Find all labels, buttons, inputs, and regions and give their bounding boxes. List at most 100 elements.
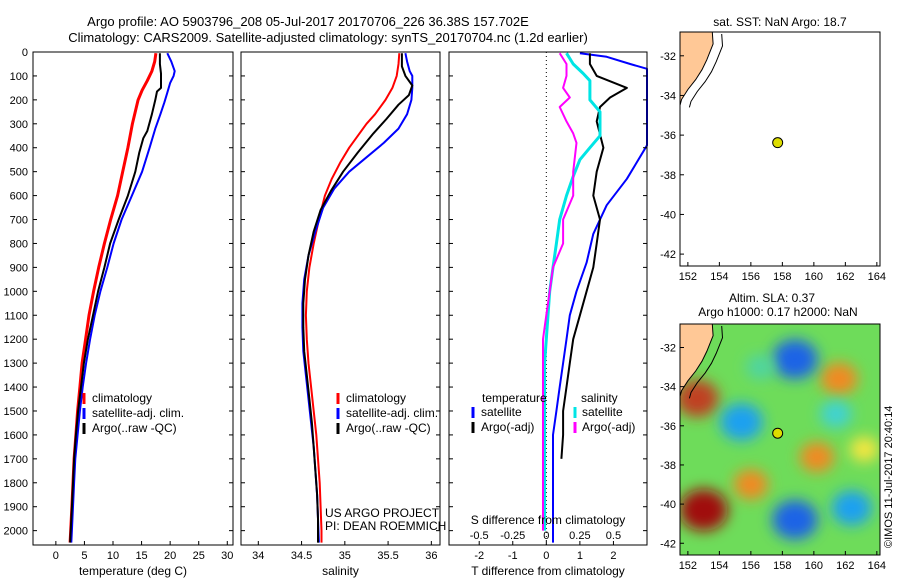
sla-anomaly-11 bbox=[745, 354, 775, 380]
sdiff-tick-label: 0 bbox=[543, 530, 549, 542]
difference-xtick-label: -2 bbox=[474, 550, 484, 562]
depth-tick-label: 200 bbox=[10, 95, 28, 107]
sst-map-shelf-contour bbox=[688, 33, 724, 108]
salinity-legend-label: climatology bbox=[346, 391, 406, 405]
legend-header-salinity: salinity bbox=[581, 391, 618, 405]
sla-map-xtick-label: 162 bbox=[836, 560, 854, 572]
figure-title-line2: Climatology: CARS2009. Satellite-adjuste… bbox=[68, 30, 588, 45]
depth-tick-label: 800 bbox=[10, 238, 28, 250]
depth-tick-label: 100 bbox=[10, 71, 28, 83]
salinity-xtick-label: 35 bbox=[339, 550, 351, 562]
sla-anomaly-7 bbox=[720, 403, 763, 441]
depth-tick-label: 1400 bbox=[4, 382, 28, 394]
sdiff-tick-label: -0.5 bbox=[470, 530, 489, 542]
sla-map-land bbox=[680, 324, 714, 397]
temperature-xtick-label: 10 bbox=[107, 550, 119, 562]
sla-map-ytick-label: -38 bbox=[660, 460, 676, 472]
sst-map-xtick-label: 162 bbox=[836, 271, 854, 283]
sla-map-xtick-label: 164 bbox=[868, 560, 886, 572]
temperature-xlabel: temperature (deg C) bbox=[79, 564, 187, 578]
depth-tick-label: 1700 bbox=[4, 454, 28, 466]
depth-tick-label: 1200 bbox=[4, 334, 28, 346]
difference-legend-label: satellite bbox=[481, 405, 522, 419]
salinity-xlabel: salinity bbox=[322, 564, 359, 578]
temperature-xtick-label: 20 bbox=[164, 550, 176, 562]
difference-xtick-label: 0 bbox=[543, 550, 549, 562]
sst-map-xtick-label: 160 bbox=[805, 271, 823, 283]
sla-map-xtick-label: 160 bbox=[805, 560, 823, 572]
sst-map-title: sat. SST: NaN Argo: 18.7 bbox=[713, 15, 847, 29]
sst-map-frame bbox=[679, 31, 881, 267]
depth-tick-label: 0 bbox=[22, 47, 28, 59]
depth-tick-label: 1500 bbox=[4, 406, 28, 418]
depth-tick-label: 2000 bbox=[4, 526, 28, 538]
difference-legend-label: Argo(-adj) bbox=[481, 420, 534, 434]
depth-tick-label: 300 bbox=[10, 119, 28, 131]
sla-anomaly-2 bbox=[820, 362, 858, 396]
salinity-xtick-label: 35.5 bbox=[377, 550, 398, 562]
sla-map-ytick-label: -36 bbox=[660, 421, 676, 433]
difference-legend-label: satellite bbox=[582, 405, 623, 419]
sla-map-xtick-label: 156 bbox=[742, 560, 760, 572]
salinity-legend-label: Argo(..raw -QC) bbox=[346, 421, 431, 435]
temperature-legend-label: climatology bbox=[92, 391, 152, 405]
difference-xtick-label: -1 bbox=[508, 550, 518, 562]
sst-map-ytick-label: -32 bbox=[660, 51, 676, 63]
sst-map-plot-area bbox=[680, 32, 880, 266]
sla-anomaly-9 bbox=[831, 490, 872, 526]
legend-header-temperature: temperature bbox=[482, 391, 547, 405]
sla-anomaly-10 bbox=[820, 400, 852, 428]
depth-tick-label: 900 bbox=[10, 262, 28, 274]
sla-anomaly-8 bbox=[772, 499, 818, 540]
temperature-xtick-label: 30 bbox=[221, 550, 233, 562]
sst-map-xtick-label: 156 bbox=[742, 271, 760, 283]
depth-tick-label: 1800 bbox=[4, 478, 28, 490]
salinity-xtick-label: 34.5 bbox=[291, 550, 312, 562]
depth-tick-label: 1600 bbox=[4, 430, 28, 442]
sla-map-ytick-label: -32 bbox=[660, 342, 676, 354]
salinity-xtick-label: 36 bbox=[425, 550, 437, 562]
difference-xtick-label: 1 bbox=[577, 550, 583, 562]
difference-legend-label: Argo(-adj) bbox=[582, 420, 635, 434]
sla-map-subtitle: Argo h1000: 0.17 h2000: NaN bbox=[698, 305, 857, 319]
sst-map-xtick-label: 152 bbox=[679, 271, 697, 283]
sdiff-axis-label: S difference from climatology bbox=[471, 513, 626, 527]
sla-anomaly-5 bbox=[849, 436, 879, 462]
sla-anomaly-6 bbox=[772, 339, 818, 380]
sla-map-ytick-label: -40 bbox=[660, 499, 676, 511]
sst-map-xtick-label: 154 bbox=[710, 271, 728, 283]
sla-map-xtick-label: 158 bbox=[773, 560, 791, 572]
sla-map-frame bbox=[679, 323, 881, 556]
difference-series-1 bbox=[560, 53, 628, 459]
difference-series-2 bbox=[543, 52, 602, 531]
sst-map-xtick-label: 158 bbox=[773, 271, 791, 283]
sla-anomaly-4 bbox=[799, 442, 835, 473]
sst-map-ytick-label: -40 bbox=[660, 209, 676, 221]
depth-tick-label: 1000 bbox=[4, 286, 28, 298]
depth-tick-label: 600 bbox=[10, 191, 28, 203]
salinity-series-2 bbox=[302, 53, 414, 543]
sla-map-xtick-label: 152 bbox=[679, 560, 697, 572]
salinity-frame bbox=[240, 51, 441, 546]
temperature-series-1 bbox=[70, 52, 176, 543]
depth-tick-label: 700 bbox=[10, 215, 28, 227]
sst-background bbox=[680, 32, 880, 266]
sla-anomaly-0 bbox=[680, 488, 728, 531]
difference-xlabel: T difference from climatology bbox=[471, 564, 625, 578]
temperature-xtick-label: 5 bbox=[81, 550, 87, 562]
sla-map-float-marker bbox=[772, 427, 784, 439]
sla-map-ytick-label: -42 bbox=[660, 538, 676, 550]
temperature-xtick-label: 25 bbox=[193, 550, 205, 562]
salinity-series-0 bbox=[304, 53, 401, 543]
temperature-legend-label: satellite-adj. clim. bbox=[92, 406, 184, 420]
difference-frame bbox=[448, 51, 648, 546]
sdiff-tick-label: -0.25 bbox=[500, 530, 525, 542]
sla-anomaly-1 bbox=[680, 379, 719, 417]
sst-map-land bbox=[680, 32, 714, 106]
sst-map-xtick-label: 164 bbox=[868, 271, 886, 283]
sla-anomaly-3 bbox=[733, 469, 769, 500]
figure-title-line1: Argo profile: AO 5903796_208 05-Jul-2017… bbox=[87, 14, 529, 29]
sdiff-tick-label: 0.25 bbox=[569, 530, 590, 542]
temperature-series-2 bbox=[69, 53, 162, 543]
